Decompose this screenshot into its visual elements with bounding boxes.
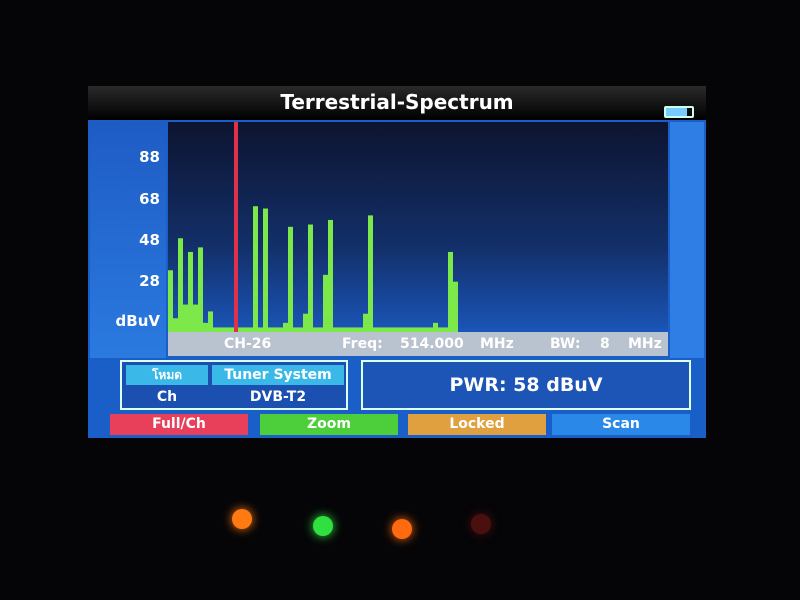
spectrum-bar: [263, 208, 268, 332]
spectrum-bar: [183, 304, 188, 332]
status-led: [313, 516, 333, 536]
spectrum-bar: [168, 270, 173, 332]
zoom-button[interactable]: Zoom: [260, 414, 398, 435]
spectrum-bar: [288, 226, 293, 332]
spectrum-bar: [418, 327, 423, 332]
spectrum-bar: [358, 327, 363, 332]
y-tick-label: 68: [139, 190, 160, 208]
spectrum-bar: [203, 322, 208, 332]
spectrum-bar: [438, 327, 443, 332]
status-led: [232, 509, 252, 529]
mode-label: โหมด: [126, 365, 208, 385]
spectrum-bar: [298, 327, 303, 332]
bw-value: 8: [600, 336, 610, 352]
spectrum-bar: [193, 304, 198, 332]
spectrum-bar: [303, 313, 308, 332]
spectrum-bar: [273, 327, 278, 332]
right-strip: [670, 122, 704, 358]
channel-label: CH-26: [224, 336, 272, 352]
spectrum-bar: [433, 322, 438, 332]
spectrum-bar: [428, 327, 433, 332]
bw-label: BW:: [550, 336, 581, 352]
spectrum-bar: [283, 322, 288, 332]
spectrum-bar: [238, 327, 243, 332]
spectrum-bar: [248, 327, 253, 332]
spectrum-bar: [178, 238, 183, 332]
info-bar: CH-26 Freq: 514.000 MHz BW: 8 MHz: [168, 332, 668, 356]
spectrum-bar: [318, 327, 323, 332]
spectrum-bar: [363, 313, 368, 332]
spectrum-bar: [323, 274, 328, 332]
spectrum-bar: [373, 327, 378, 332]
spectrum-bar: [378, 327, 383, 332]
spectrum-bar: [448, 251, 453, 332]
spectrum-bar: [398, 327, 403, 332]
tuner-system-value: DVB-T2: [249, 389, 307, 405]
status-led: [392, 519, 412, 539]
status-led: [471, 514, 491, 534]
spectrum-bar: [333, 327, 338, 332]
y-axis-panel: 88 68 48 28 dBuV: [90, 122, 166, 358]
screen-title: Terrestrial-Spectrum: [280, 90, 514, 114]
freq-value: 514.000: [400, 336, 464, 352]
tuner-system-label: Tuner System: [212, 365, 344, 385]
spectrum-bar: [393, 327, 398, 332]
spectrum-bar: [313, 327, 318, 332]
spectrum-svg: [168, 122, 458, 332]
mode-value: Ch: [156, 389, 178, 405]
full-ch-button[interactable]: Full/Ch: [110, 414, 248, 435]
spectrum-bar: [328, 219, 333, 332]
spectrum-bar: [308, 224, 313, 332]
spectrum-bar: [243, 327, 248, 332]
spectrum-bar: [173, 318, 178, 332]
freq-unit: MHz: [480, 336, 514, 352]
y-tick-label: 28: [139, 272, 160, 290]
power-readout: PWR: 58 dBuV: [361, 360, 691, 410]
locked-button[interactable]: Locked: [408, 414, 546, 435]
spectrum-bar: [208, 311, 213, 332]
spectrum-bar: [278, 327, 283, 332]
spectrum-bar: [223, 327, 228, 332]
spectrum-bar: [383, 327, 388, 332]
spectrum-bar: [253, 206, 258, 332]
battery-full-icon: [664, 106, 694, 118]
spectrum-bar: [453, 281, 458, 332]
spectrum-bar: [213, 327, 218, 332]
spectrum-bar: [228, 327, 233, 332]
scan-button[interactable]: Scan: [552, 414, 690, 435]
bw-unit: MHz: [628, 336, 662, 352]
title-bar: Terrestrial-Spectrum: [88, 86, 706, 120]
device-screen: Terrestrial-Spectrum 88 68 48 28 dBuV CH…: [88, 86, 706, 438]
spectrum-bar: [413, 327, 418, 332]
spectrum-bar: [353, 327, 358, 332]
spectrum-bar: [348, 327, 353, 332]
y-tick-label: 48: [139, 231, 160, 249]
y-axis-unit: dBuV: [115, 312, 160, 330]
spectrum-bar: [218, 327, 223, 332]
channel-marker[interactable]: [234, 122, 238, 332]
spectrum-plot: [168, 122, 668, 332]
spectrum-bar: [388, 327, 393, 332]
spectrum-bar: [403, 327, 408, 332]
y-tick-label: 88: [139, 148, 160, 166]
mode-box[interactable]: โหมด Tuner System Ch DVB-T2: [120, 360, 348, 410]
spectrum-bar: [343, 327, 348, 332]
spectrum-bar: [293, 327, 298, 332]
spectrum-bar: [258, 327, 263, 332]
spectrum-bar: [443, 327, 448, 332]
spectrum-bar: [268, 327, 273, 332]
spectrum-bar: [338, 327, 343, 332]
spectrum-bar: [198, 247, 203, 332]
spectrum-bar: [188, 251, 193, 332]
spectrum-bar: [408, 327, 413, 332]
freq-label: Freq:: [342, 336, 383, 352]
spectrum-bar: [368, 215, 373, 332]
spectrum-bar: [423, 327, 428, 332]
